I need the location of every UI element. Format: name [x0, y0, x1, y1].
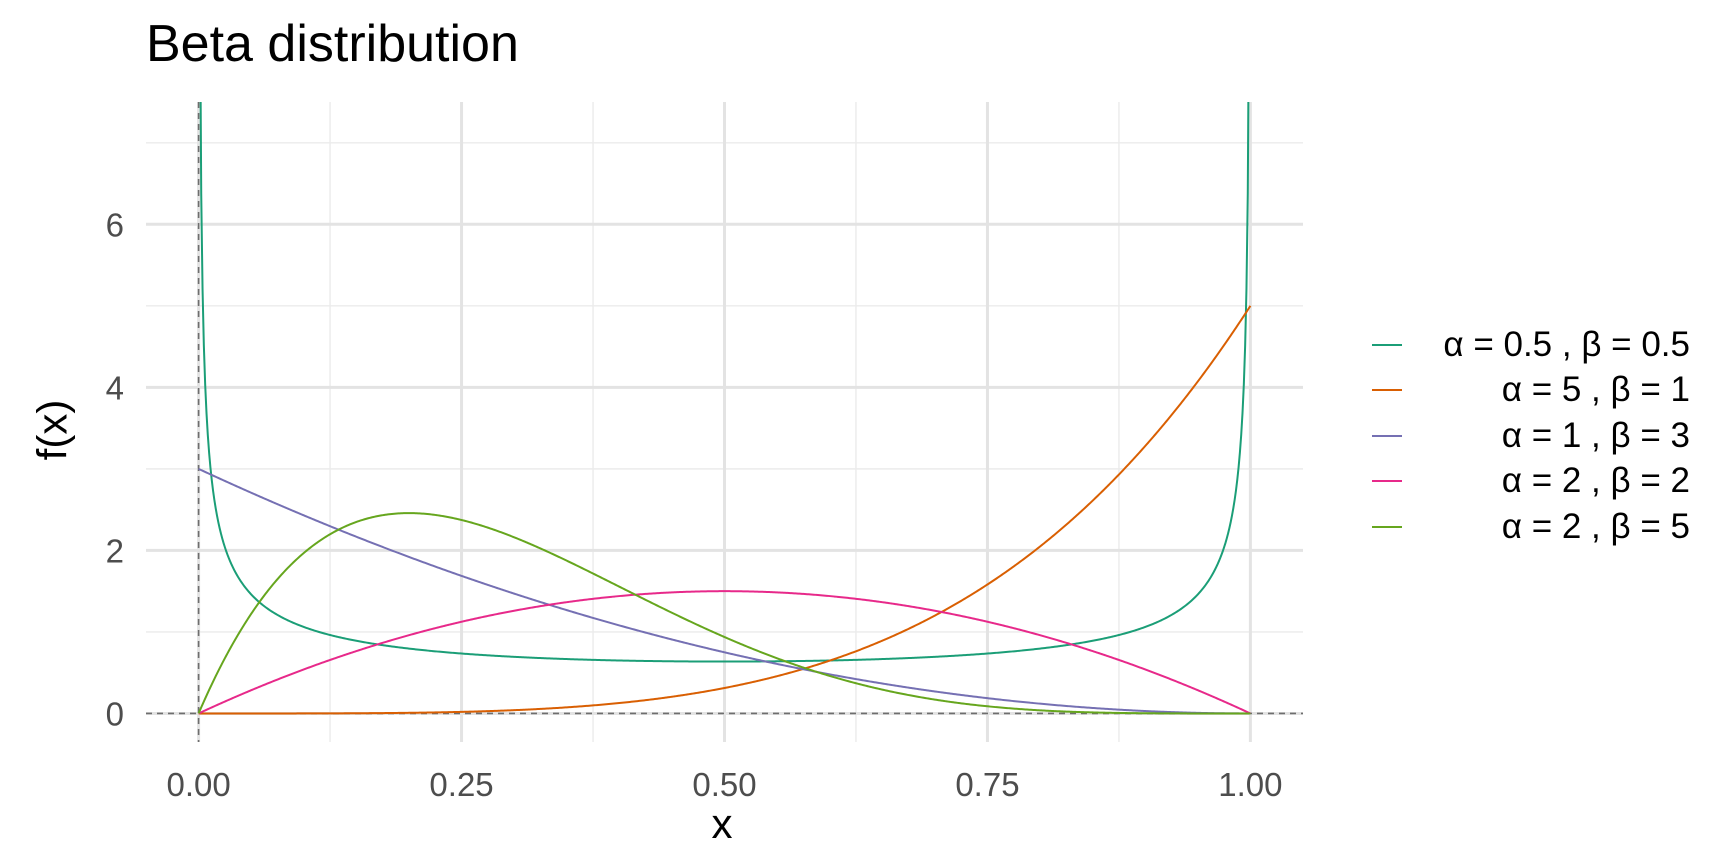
x-tick-label: 0.00 [166, 766, 230, 803]
y-tick-label: 0 [106, 695, 124, 732]
legend-key [1372, 343, 1402, 346]
legend-label: α = 0.5 , β = 0.5 [1443, 324, 1690, 364]
series-lines [197, 102, 1252, 715]
y-tick-labels: 0 2 4 6 [106, 206, 124, 732]
legend-label: α = 1 , β = 3 [1501, 415, 1690, 455]
legend-key [1372, 480, 1402, 483]
legend: α = 0.5 , β = 0.5 α = 5 , β = 1 α = 1 , … [1372, 322, 1690, 550]
legend-key [1372, 525, 1402, 528]
legend-key [1372, 389, 1402, 392]
y-tick-label: 4 [106, 369, 124, 406]
series-line [198, 305, 1252, 715]
legend-label: α = 2 , β = 2 [1501, 461, 1690, 501]
series-line [199, 102, 1250, 663]
legend-label: α = 2 , β = 5 [1501, 506, 1690, 546]
y-tick-label: 6 [106, 206, 124, 243]
x-tick-label: 0.25 [429, 766, 493, 803]
y-axis-label: f(x) [28, 399, 76, 461]
legend-item: α = 5 , β = 1 [1372, 368, 1690, 414]
legend-item: α = 0.5 , β = 0.5 [1372, 322, 1690, 368]
legend-item: α = 1 , β = 3 [1372, 413, 1690, 459]
series-line [197, 512, 1251, 715]
series-line [198, 467, 1251, 715]
x-axis-label: x [711, 800, 733, 847]
legend-item: α = 2 , β = 2 [1372, 459, 1690, 505]
x-tick-label: 0.75 [955, 766, 1019, 803]
y-tick-label: 2 [106, 532, 124, 569]
legend-item: α = 2 , β = 5 [1372, 504, 1690, 550]
legend-key [1372, 434, 1402, 437]
legend-label: α = 5 , β = 1 [1501, 370, 1690, 410]
series-line [198, 590, 1251, 715]
x-tick-labels: 0.00 0.25 0.50 0.75 1.00 [166, 766, 1282, 803]
x-tick-label: 0.50 [692, 766, 756, 803]
x-tick-label: 1.00 [1218, 766, 1282, 803]
chart-title: Beta distribution [146, 15, 519, 73]
major-grid [146, 102, 1303, 742]
